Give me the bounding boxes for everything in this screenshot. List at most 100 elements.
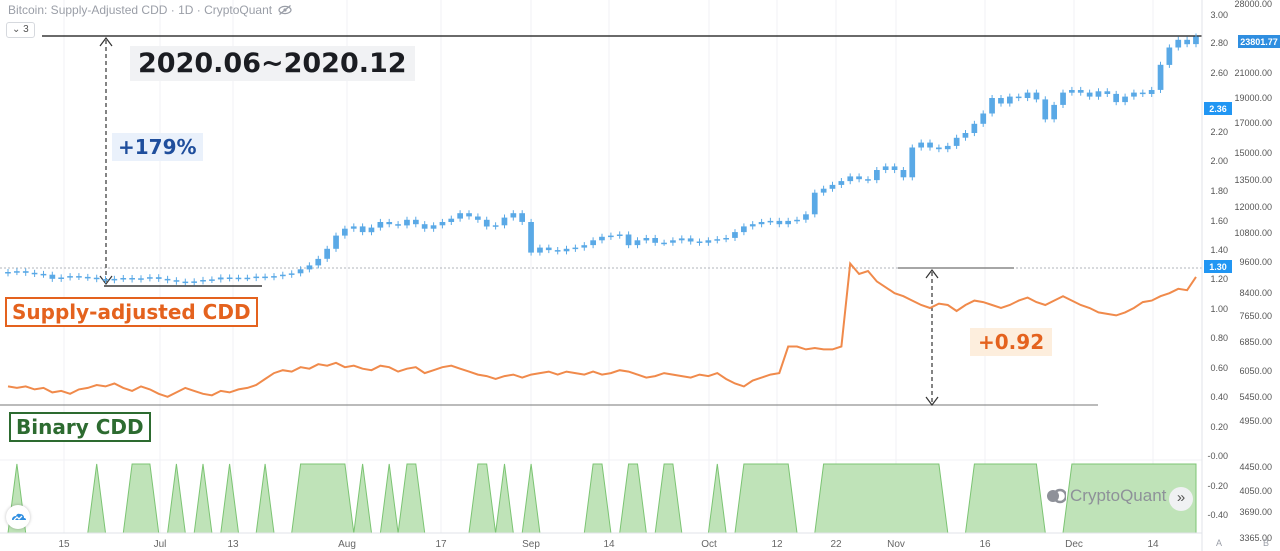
candle-body xyxy=(696,241,703,243)
indicator-axis-label: 2.20 xyxy=(1210,127,1228,137)
candle-body xyxy=(909,147,916,178)
candle-body xyxy=(1015,96,1022,99)
candle-body xyxy=(430,225,437,229)
candle-body xyxy=(829,184,836,189)
indicator-axis-label: 1.40 xyxy=(1210,245,1228,255)
x-tick-label: 16 xyxy=(979,539,991,550)
candle-body xyxy=(776,220,783,225)
candle-body xyxy=(980,113,987,124)
supply-adjusted-cdd-label: Supply-adjusted CDD xyxy=(5,297,258,327)
candle-body xyxy=(1007,96,1013,104)
candle-body xyxy=(687,238,694,242)
candle-body xyxy=(794,219,800,222)
candle-body xyxy=(989,98,995,114)
candle-body xyxy=(900,170,907,178)
candle-body xyxy=(483,219,490,227)
indicator-axis-label: 2.80 xyxy=(1210,38,1228,48)
price-axis-label: 6050.00 xyxy=(1239,366,1272,376)
candle-body xyxy=(280,274,286,277)
gridlines xyxy=(0,0,1202,533)
candle-body xyxy=(138,278,144,280)
candle-body xyxy=(1131,92,1137,97)
binary-cdd-area xyxy=(7,463,1197,534)
last-upper-label-bg xyxy=(1204,102,1232,115)
candle-body xyxy=(599,236,605,241)
price-axis-label: 4450.00 xyxy=(1239,462,1272,472)
indicator-axis-label: -0.40 xyxy=(1207,510,1228,520)
candle-body xyxy=(590,240,596,246)
candle-body xyxy=(253,276,260,279)
price-axis-label: 4050.00 xyxy=(1239,486,1272,496)
candle-body xyxy=(741,226,747,233)
candle-body xyxy=(1122,96,1128,103)
candle-body xyxy=(1157,64,1164,90)
arrow-head-down xyxy=(925,396,939,406)
x-tick-label: 14 xyxy=(603,539,615,550)
auto-scale-button[interactable]: A xyxy=(1216,538,1223,548)
log-scale-button[interactable]: B xyxy=(1263,538,1270,548)
candle-body xyxy=(962,133,969,138)
indicator-axis-label: 1.20 xyxy=(1210,274,1228,284)
price-axis-label: 9600.00 xyxy=(1239,257,1272,267)
price-axis-label: 10800.00 xyxy=(1234,228,1272,238)
candle-body xyxy=(714,239,721,241)
arrow-head-up xyxy=(99,37,113,47)
eye-hidden-icon[interactable] xyxy=(278,5,292,15)
chevron-down-icon: ⌄ xyxy=(12,24,21,35)
x-tick-label: Aug xyxy=(338,539,356,550)
price-axis-label: 17000.00 xyxy=(1234,118,1272,128)
candle-body xyxy=(652,238,658,243)
x-tick-label: Jul xyxy=(154,539,167,550)
candle-body xyxy=(856,176,862,180)
candle-body xyxy=(350,226,357,229)
indicator-axis-label: 3.00 xyxy=(1210,10,1228,20)
indicator-axis-label: -0.00 xyxy=(1207,451,1228,461)
candle-body xyxy=(874,170,880,181)
candle-body xyxy=(723,238,729,240)
candle-body xyxy=(749,224,756,227)
last-price-label: 23801.77 xyxy=(1240,37,1278,47)
price-axis-label: 12000.00 xyxy=(1234,202,1272,212)
candle-body xyxy=(244,277,251,280)
candle-body xyxy=(581,245,588,248)
candle-body xyxy=(58,277,64,279)
candle-body xyxy=(510,213,517,218)
candle-body xyxy=(1024,92,1031,98)
candle-body xyxy=(1042,99,1049,120)
x-tick-label: 15 xyxy=(58,539,70,550)
x-tick-label: Nov xyxy=(887,539,905,550)
price-axis-label: 3690.00 xyxy=(1239,507,1272,517)
candle-body xyxy=(634,240,641,246)
scroll-right-button[interactable]: » xyxy=(1169,487,1193,511)
last-price-label-bg xyxy=(1238,35,1280,48)
candle-body xyxy=(155,277,162,279)
candle-body xyxy=(164,278,171,281)
supply-adjusted-cdd-path xyxy=(7,261,1197,398)
candle-body xyxy=(76,276,82,278)
price-axis-label: 28000.00 xyxy=(1234,0,1272,9)
candle-body xyxy=(625,234,632,246)
candle-body xyxy=(1086,92,1093,97)
collapse-badge[interactable]: ⌄ 3 xyxy=(6,22,35,38)
candle-body xyxy=(492,225,499,227)
reference-lines xyxy=(0,35,1202,406)
candle-body xyxy=(670,240,676,243)
candle-body xyxy=(1139,92,1146,95)
candle-body xyxy=(226,277,233,279)
price-axis-label: 8400.00 xyxy=(1239,288,1272,298)
last-upper-label: 2.36 xyxy=(1209,104,1227,114)
candle-body xyxy=(359,226,366,233)
watermark: CryptoQuant xyxy=(1046,486,1166,506)
candle-body xyxy=(421,224,428,229)
indicator-axis-label: 1.60 xyxy=(1210,216,1228,226)
candle-body xyxy=(306,265,313,270)
tradingview-logo-button[interactable] xyxy=(6,505,30,529)
candle-body xyxy=(235,277,242,280)
candle-body xyxy=(953,137,960,146)
chart-title: Bitcoin: Supply-Adjusted CDD · 1D · Cryp… xyxy=(8,3,273,17)
x-axis: 15 Jul 13 Aug 17 Sep 14 Oct 12 22 Nov 16 Dec 14 xyxy=(0,532,1202,550)
candle-body xyxy=(616,234,623,236)
candle-body xyxy=(1077,90,1084,93)
candle-body xyxy=(262,276,268,279)
cryptoquant-logo-icon xyxy=(1047,488,1066,504)
